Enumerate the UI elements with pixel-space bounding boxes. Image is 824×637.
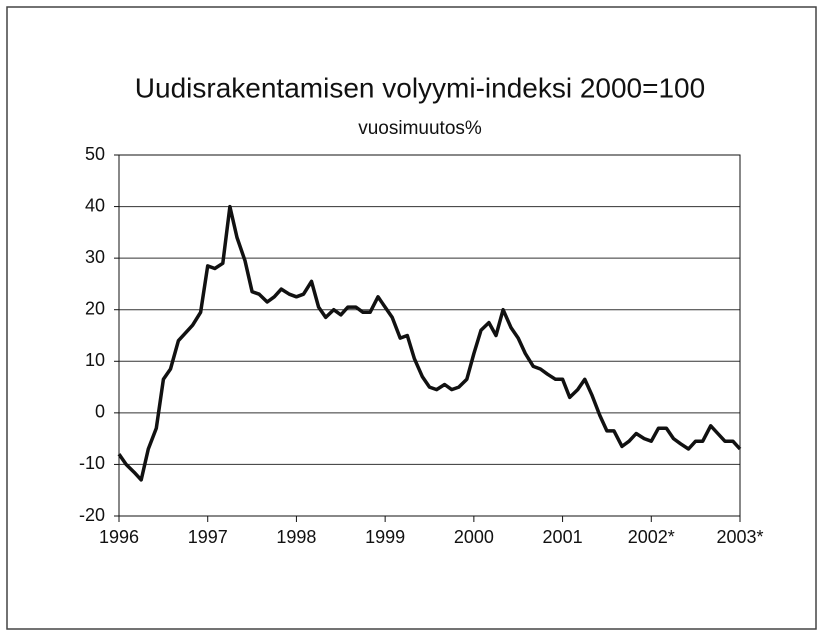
- y-tick-label: 0: [95, 402, 105, 422]
- y-tick-label: 10: [85, 350, 105, 370]
- x-tick-label: 2002*: [628, 527, 675, 547]
- x-tick-label: 1998: [276, 527, 316, 547]
- y-tick-label: -10: [79, 453, 105, 473]
- y-tick-label: 40: [85, 195, 105, 215]
- x-tick-label: 1996: [99, 527, 139, 547]
- chart-title: Uudisrakentamisen volyymi-indeksi 2000=1…: [135, 72, 705, 103]
- data-line: [117, 204, 742, 482]
- y-tick-label: -20: [79, 505, 105, 525]
- y-tick-label: 20: [85, 298, 105, 318]
- chart-subtitle: vuosimuutos%: [358, 118, 482, 139]
- x-tick-label: 2003*: [716, 527, 763, 547]
- y-tick-label: 50: [85, 144, 105, 164]
- x-tick-label: 1997: [188, 527, 228, 547]
- x-tick-label: 2000: [454, 527, 494, 547]
- y-tick-label: 30: [85, 247, 105, 267]
- plot-border: [118, 154, 741, 517]
- frame: [6, 6, 817, 630]
- x-tick-label: 2001: [543, 527, 583, 547]
- x-tick-label: 1999: [365, 527, 405, 547]
